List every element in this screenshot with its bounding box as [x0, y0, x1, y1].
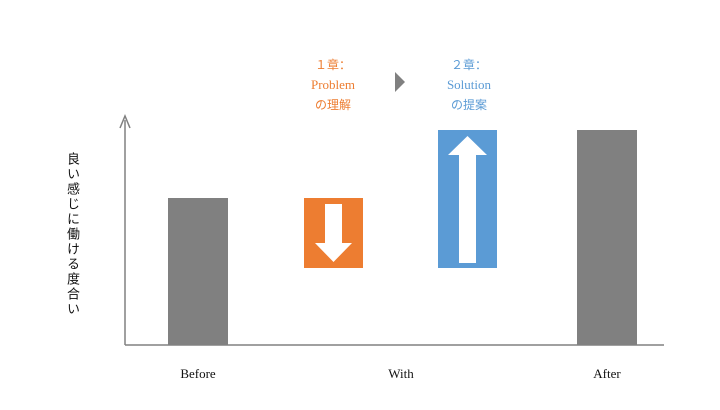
bar-before [168, 198, 228, 345]
phase-problem-line1: １章： [314, 58, 351, 72]
up-arrow-icon [448, 136, 487, 263]
x-label-before: Before [180, 366, 216, 381]
phase-solution-line1: ２章： [450, 58, 487, 72]
phase-solution-line2: Solution [446, 77, 492, 92]
solution-increase-block [438, 130, 497, 268]
phase-solution-line3: の提案 [450, 98, 487, 112]
phase-problem-line3: の理解 [314, 98, 351, 112]
x-label-after: After [593, 366, 621, 381]
phase-caption-solution: ２章： Solution の提案 [426, 55, 512, 115]
phase-caption-problem: １章： Problem の理解 [292, 55, 374, 115]
y-axis-arrowhead-icon [119, 114, 131, 129]
phase-problem-line2: Problem [310, 77, 356, 92]
down-arrow-icon [315, 204, 352, 262]
bar-after [577, 130, 637, 345]
problem-decrease-block [304, 198, 363, 268]
play-triangle-icon [395, 72, 405, 92]
y-axis-label: 良い感じに働ける度合い [64, 152, 79, 317]
x-label-with: With [388, 366, 414, 381]
